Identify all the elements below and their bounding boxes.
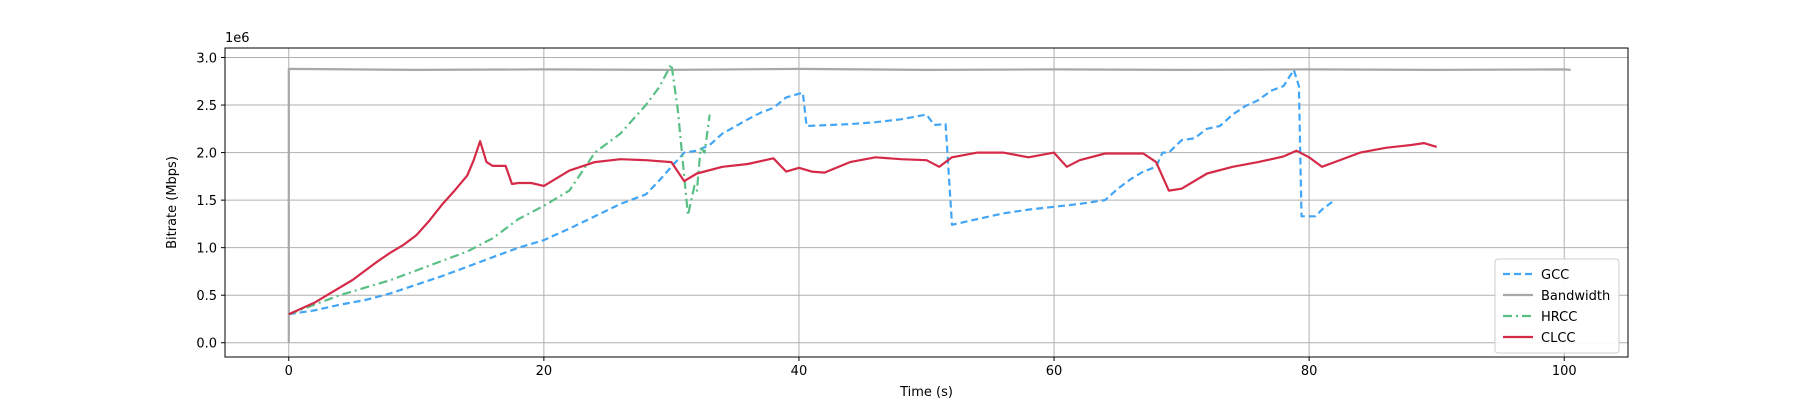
legend-label-gcc: GCC	[1541, 268, 1569, 283]
y-tick-label: 1.0	[196, 242, 217, 257]
x-tick-label: 40	[791, 364, 808, 379]
x-tick-label: 60	[1046, 364, 1063, 379]
x-tick-label: 100	[1552, 364, 1577, 379]
legend: GCC Bandwidth HRCC CLCC	[1494, 258, 1620, 354]
plot-area	[287, 63, 1571, 343]
x-tick-label: 80	[1301, 364, 1318, 379]
y-tick-label: 3.0	[196, 52, 217, 67]
plot-frame	[224, 47, 1629, 358]
legend-label-hrcc: HRCC	[1541, 310, 1577, 325]
x-tick-label: 20	[536, 364, 553, 379]
y-tick-label: 2.0	[196, 147, 217, 162]
y-tick-label: 0.0	[196, 337, 217, 352]
y-offset-text: 1e6	[225, 31, 250, 46]
y-tick-label: 0.5	[196, 289, 217, 304]
series-line-hrcc	[288, 63, 711, 316]
series-line-bandwidth	[287, 67, 1571, 343]
x-axis-label: Time (s)	[899, 385, 953, 400]
legend-box	[1494, 258, 1620, 354]
axis-ticks: 0 20 40 60 80 100 0.0 0.5 1.0 1.5 2.0 2.5 3.0	[196, 52, 1576, 379]
x-tick-label: 0	[285, 364, 293, 379]
legend-label-bandwidth: Bandwidth	[1541, 289, 1610, 304]
y-tick-label: 1.5	[196, 194, 217, 209]
series-line-clcc	[288, 140, 1438, 316]
y-tick-label: 2.5	[196, 99, 217, 114]
grid-lines	[225, 48, 1628, 357]
legend-label-clcc: CLCC	[1541, 331, 1575, 346]
y-axis-label: Bitrate (Mbps)	[165, 156, 180, 249]
series-line-gcc	[288, 68, 1333, 316]
